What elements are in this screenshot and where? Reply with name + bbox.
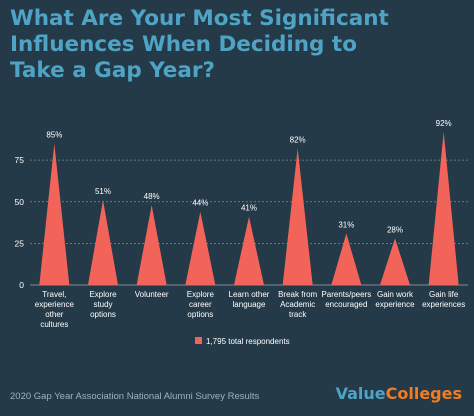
chart-title: What Are Your Most Significant Influence… xyxy=(10,6,470,84)
x-tick-label-3-2: options xyxy=(187,310,213,319)
x-tick-label-7-1: experience xyxy=(375,300,415,309)
bar-chart: 025507585%Travel,experienceothercultures… xyxy=(15,119,468,346)
bar-8 xyxy=(428,131,459,285)
footer-source: 2020 Gap Year Association National Alumn… xyxy=(10,391,260,402)
data-label-7: 28% xyxy=(387,225,403,234)
data-label-4: 41% xyxy=(241,204,257,213)
data-label-2: 48% xyxy=(144,192,160,201)
data-label-5: 82% xyxy=(290,135,306,144)
x-tick-label-6-1: encouraged xyxy=(325,300,367,309)
brand-colleges: Colleges xyxy=(385,384,462,403)
title-line-1: What Are Your Most Significant xyxy=(10,6,389,31)
y-tick-label-50: 50 xyxy=(15,197,25,207)
bar-2 xyxy=(136,205,167,285)
bar-1 xyxy=(88,200,118,285)
x-tick-label-5-1: Academic xyxy=(280,300,315,309)
x-tick-label-7-0: Gain work xyxy=(377,290,414,299)
bar-0 xyxy=(39,143,70,285)
x-tick-label-8-0: Gain life xyxy=(429,290,459,299)
y-tick-label-25: 25 xyxy=(15,238,25,248)
data-label-8: 92% xyxy=(436,119,452,128)
x-tick-label-0-1: experience xyxy=(35,300,75,309)
x-tick-label-4-0: Learn other xyxy=(229,290,270,299)
bar-6 xyxy=(331,233,362,285)
data-label-0: 85% xyxy=(46,130,62,139)
y-tick-label-75: 75 xyxy=(15,155,25,165)
x-tick-label-1-2: options xyxy=(90,310,116,319)
x-tick-label-0-3: cultures xyxy=(40,320,68,329)
data-label-1: 51% xyxy=(95,187,111,196)
bar-5 xyxy=(282,148,313,285)
x-tick-label-3-1: career xyxy=(189,300,212,309)
brand-logo: ValueColleges xyxy=(336,384,462,403)
x-tick-label-4-1: language xyxy=(233,300,266,309)
x-tick-label-0-0: Travel, xyxy=(42,290,66,299)
x-tick-label-1-0: Explore xyxy=(89,290,117,299)
bar-7 xyxy=(380,238,410,285)
legend-swatch xyxy=(195,337,202,344)
title-line-3: Take a Gap Year? xyxy=(10,58,215,83)
x-tick-label-1-1: study xyxy=(93,300,112,309)
x-tick-label-5-0: Break from xyxy=(278,290,317,299)
title-line-2: Influences When Deciding to xyxy=(10,32,357,57)
x-tick-label-5-2: track xyxy=(289,310,307,319)
x-tick-label-2-0: Volunteer xyxy=(135,290,169,299)
data-label-6: 31% xyxy=(338,220,354,229)
brand-value: Value xyxy=(335,384,386,403)
y-tick-label-0: 0 xyxy=(19,280,24,290)
x-tick-label-6-0: Parents/peers xyxy=(321,290,371,299)
x-tick-label-8-1: experiences xyxy=(422,300,465,309)
bar-3 xyxy=(185,211,216,285)
x-tick-label-0-2: other xyxy=(45,310,64,319)
bar-4 xyxy=(234,216,264,285)
x-tick-label-3-0: Explore xyxy=(187,290,215,299)
data-label-3: 44% xyxy=(192,199,208,208)
legend-label: 1,795 total respondents xyxy=(206,337,290,346)
